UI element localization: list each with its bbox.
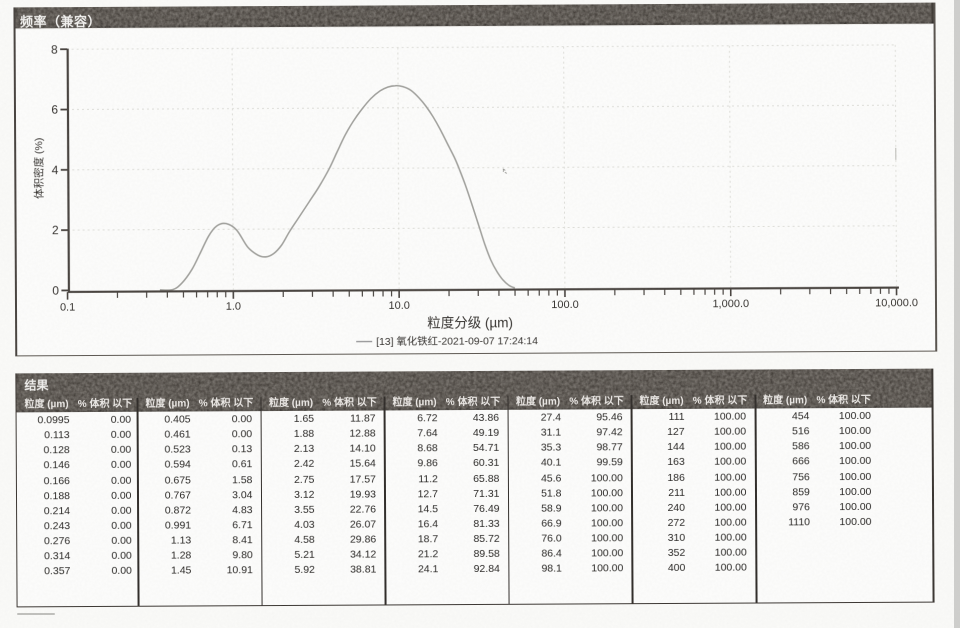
svg-text:4: 4 [52, 163, 59, 177]
svg-text:粒度分级 (µm): 粒度分级 (µm) [427, 315, 513, 330]
svg-text:2: 2 [52, 223, 59, 237]
svg-text:10.0: 10.0 [388, 300, 409, 312]
svg-text:[13] 氧化铁红-2021-09-07 17:24:14: [13] 氧化铁红-2021-09-07 17:24:14 [376, 334, 538, 348]
svg-text:1,000.0: 1,000.0 [712, 298, 749, 310]
svg-text:1.0: 1.0 [226, 301, 241, 313]
svg-text:6: 6 [51, 103, 58, 117]
svg-text:8: 8 [51, 42, 58, 56]
svg-text:体积密度 (%): 体积密度 (%) [32, 138, 45, 199]
svg-text:100.0: 100.0 [551, 299, 579, 311]
svg-text:0.1: 0.1 [60, 302, 75, 314]
svg-text:0: 0 [52, 284, 59, 298]
svg-text:10,000.0: 10,000.0 [875, 297, 918, 309]
